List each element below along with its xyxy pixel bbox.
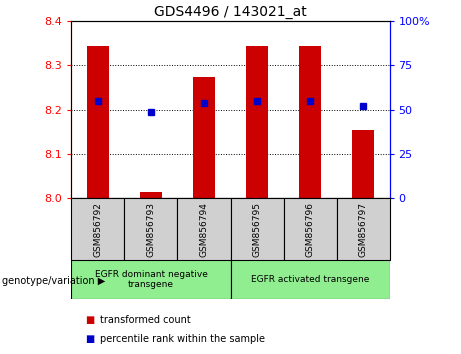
Bar bbox=[230, 260, 390, 299]
Bar bbox=[337, 198, 390, 260]
Bar bbox=[177, 198, 230, 260]
Title: GDS4496 / 143021_at: GDS4496 / 143021_at bbox=[154, 5, 307, 19]
Text: EGFR activated transgene: EGFR activated transgene bbox=[251, 275, 369, 284]
Bar bbox=[140, 192, 161, 198]
Text: GSM856794: GSM856794 bbox=[200, 202, 208, 257]
Text: GSM856795: GSM856795 bbox=[253, 202, 261, 257]
Bar bbox=[246, 46, 267, 198]
Bar bbox=[71, 198, 124, 260]
Text: ■: ■ bbox=[85, 334, 95, 344]
Text: ■: ■ bbox=[85, 315, 95, 325]
Text: GSM856796: GSM856796 bbox=[306, 202, 314, 257]
Bar bbox=[352, 130, 373, 198]
Text: percentile rank within the sample: percentile rank within the sample bbox=[100, 334, 265, 344]
Text: EGFR dominant negative
transgene: EGFR dominant negative transgene bbox=[95, 270, 207, 289]
Bar bbox=[193, 76, 214, 198]
Bar bbox=[299, 46, 320, 198]
Text: GSM856797: GSM856797 bbox=[359, 202, 367, 257]
Bar bbox=[284, 198, 337, 260]
Text: GSM856793: GSM856793 bbox=[147, 202, 155, 257]
Bar bbox=[87, 46, 108, 198]
Bar bbox=[71, 260, 230, 299]
Bar bbox=[124, 198, 177, 260]
Bar bbox=[230, 198, 284, 260]
Text: transformed count: transformed count bbox=[100, 315, 191, 325]
Text: genotype/variation ▶: genotype/variation ▶ bbox=[2, 276, 106, 286]
Text: GSM856792: GSM856792 bbox=[94, 202, 102, 257]
